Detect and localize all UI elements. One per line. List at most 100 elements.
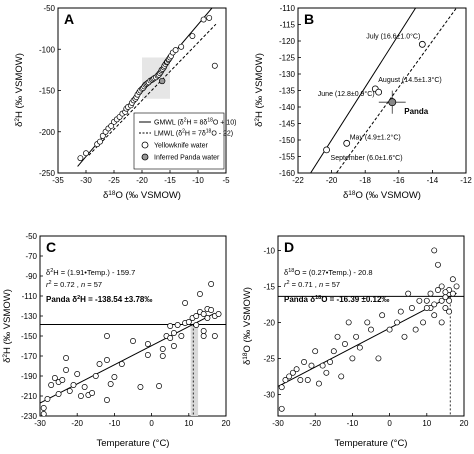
panel-c-data-point [40,411,47,416]
panel-b-ytick-label: -110 [280,4,296,13]
panel-d-data-point [449,276,456,283]
panel-a-yellowknife-point [172,47,179,54]
panel-d-data-point [286,373,293,380]
panel-c-data-point [200,311,207,317]
panel-c-data-point [81,384,88,390]
panel-a-yellowknife-point [200,16,207,23]
panel-d-data-point [435,261,441,268]
panel-c-ytick-label: -70 [25,252,37,261]
legend-yellowknife-marker [141,141,149,149]
panel-d-data-point [394,319,400,326]
panel-c-data-point [167,335,174,341]
panel-c-data-point [40,405,47,411]
panel-a-xtick-label: -5 [222,176,230,185]
panel-d-ylabel: δ18O (‰ VSMOW) [242,287,254,365]
panel-a-xtick-label: -35 [52,176,64,185]
panel-d-xtick-label: 10 [422,419,431,428]
panel-c-data-point [55,391,62,397]
panel-d-data-point [412,326,419,333]
panel-c-plot: -30 -20 -10 0 10 20 -230 -210 -190 -170 -150 -130 -1… [21,232,231,428]
panel-d-data-point [442,305,449,311]
panel-d-ytick-label: -10 [263,246,275,255]
panel-c-data-point [159,353,166,359]
panel-c-data-point [96,361,103,367]
panel-d-data-point [308,362,315,369]
panel-d-plot: -30 -20 -10 0 10 20 -30 -25 -20 -15 -10 [263,246,469,428]
panel-b-lmwl-line [336,8,457,173]
panel-c-letter: C [46,239,56,255]
panel-a-lmwl-line [88,23,217,156]
panel-a-panda-point [159,77,166,85]
panel-b-month-point [375,88,383,96]
panel-c-data-point [197,291,203,297]
panel-d-data-point [397,308,404,315]
panel-d-data-point [423,305,430,311]
panel-a-ytick-label: -150 [39,87,56,96]
panel-d-data-point [401,333,408,340]
panel-c-data-point [66,388,73,394]
panel-c-data-point [107,381,114,387]
panel-d-data-point [327,359,334,365]
panel-d-xlabel: Temperature (°C) [335,438,408,449]
panel-c-data-point [156,383,162,389]
panel-c-data-point [193,322,200,328]
panel-d-data-point [438,319,445,326]
panel-d-xtick-label: -20 [309,419,321,428]
panel-a-plot: -35 -30 -25 -20 -15 -10 -5 -250 -200 -150 -100 -50 [39,4,230,185]
panel-b-ylabel: δ2H (‰ VSMOW) [254,53,266,127]
panel-d-data-point [312,348,319,355]
panel-a-xtick-label: -20 [136,176,148,185]
panel-d-data-point [301,359,307,365]
panel-d-data-point [342,341,348,347]
panel-d-data-point [438,297,445,304]
panel-b-month-label: September (6.0±1.6°C) [331,154,403,162]
panel-d-xtick-label: 0 [387,419,392,428]
panel-d-data-point [446,297,453,304]
panel-d-data-point [431,247,438,254]
panel-c-data-point [118,361,125,367]
panel-c-data-point [211,333,218,339]
panel-c-data-point [104,357,110,363]
panel-d-data-point [330,348,337,355]
panel-b-xtick-label: -16 [393,176,405,185]
panel-a-ytick-label: -50 [43,4,55,13]
panel-b-letter: B [304,11,314,27]
panel-b-ytick-label: -145 [279,120,296,129]
panel-c-frame [39,235,227,417]
panel-d-data-point [386,326,393,333]
panel-c-ytick-label: -170 [21,352,38,361]
panel-d-data-point [449,290,456,297]
panel-d-data-point [408,305,415,311]
panel-d-data-point [446,308,453,315]
clipped-plot-area [310,8,457,173]
clipped-plot-area [278,247,464,416]
panel-b-month-point [323,146,330,154]
panel-c-panda-value: Panda δ2H = -138.54 ±3.78‰ [46,295,152,304]
panel-d-xtick-label: 20 [460,419,469,428]
panel-c-data-point [48,382,55,388]
panel-d-stats: r2 = 0.71 , n = 57 [284,280,340,289]
panel-d-ytick-label: -30 [263,390,275,399]
panel-a-xtick-label: -10 [192,176,204,185]
panel-d-data-point [431,312,438,319]
panel-c-data-point [59,377,66,383]
panel-a-ytick-label: -100 [39,45,56,54]
panel-b-ytick-label: -150 [279,136,296,145]
panel-d-data-point [453,283,460,290]
legend-gmwl-label: GMWL (δ2H = 8δ18O + 10) [154,118,236,127]
panel-a-yellowknife-point [189,33,196,40]
panel-d-data-point [438,283,445,290]
panel-b-xtick-label: -22 [292,176,304,185]
panel-d-ytick-label: -20 [263,318,275,327]
panel-a-yellowknife-point [77,155,84,162]
panel-c-data-point [130,338,136,344]
panel-c-ytick-label: -150 [21,332,38,341]
panel-d-letter: D [284,239,294,255]
legend-lmwl-label: LMWL (δ2H = 7δ18O - 22) [154,129,233,138]
panel-c-xtick-label: -10 [109,419,121,428]
panel-b-xtick-label: -12 [460,176,472,185]
panel-c-temp-range-band [190,324,199,416]
panel-c-data-point [159,346,166,352]
panel-d-data-point [323,369,330,376]
